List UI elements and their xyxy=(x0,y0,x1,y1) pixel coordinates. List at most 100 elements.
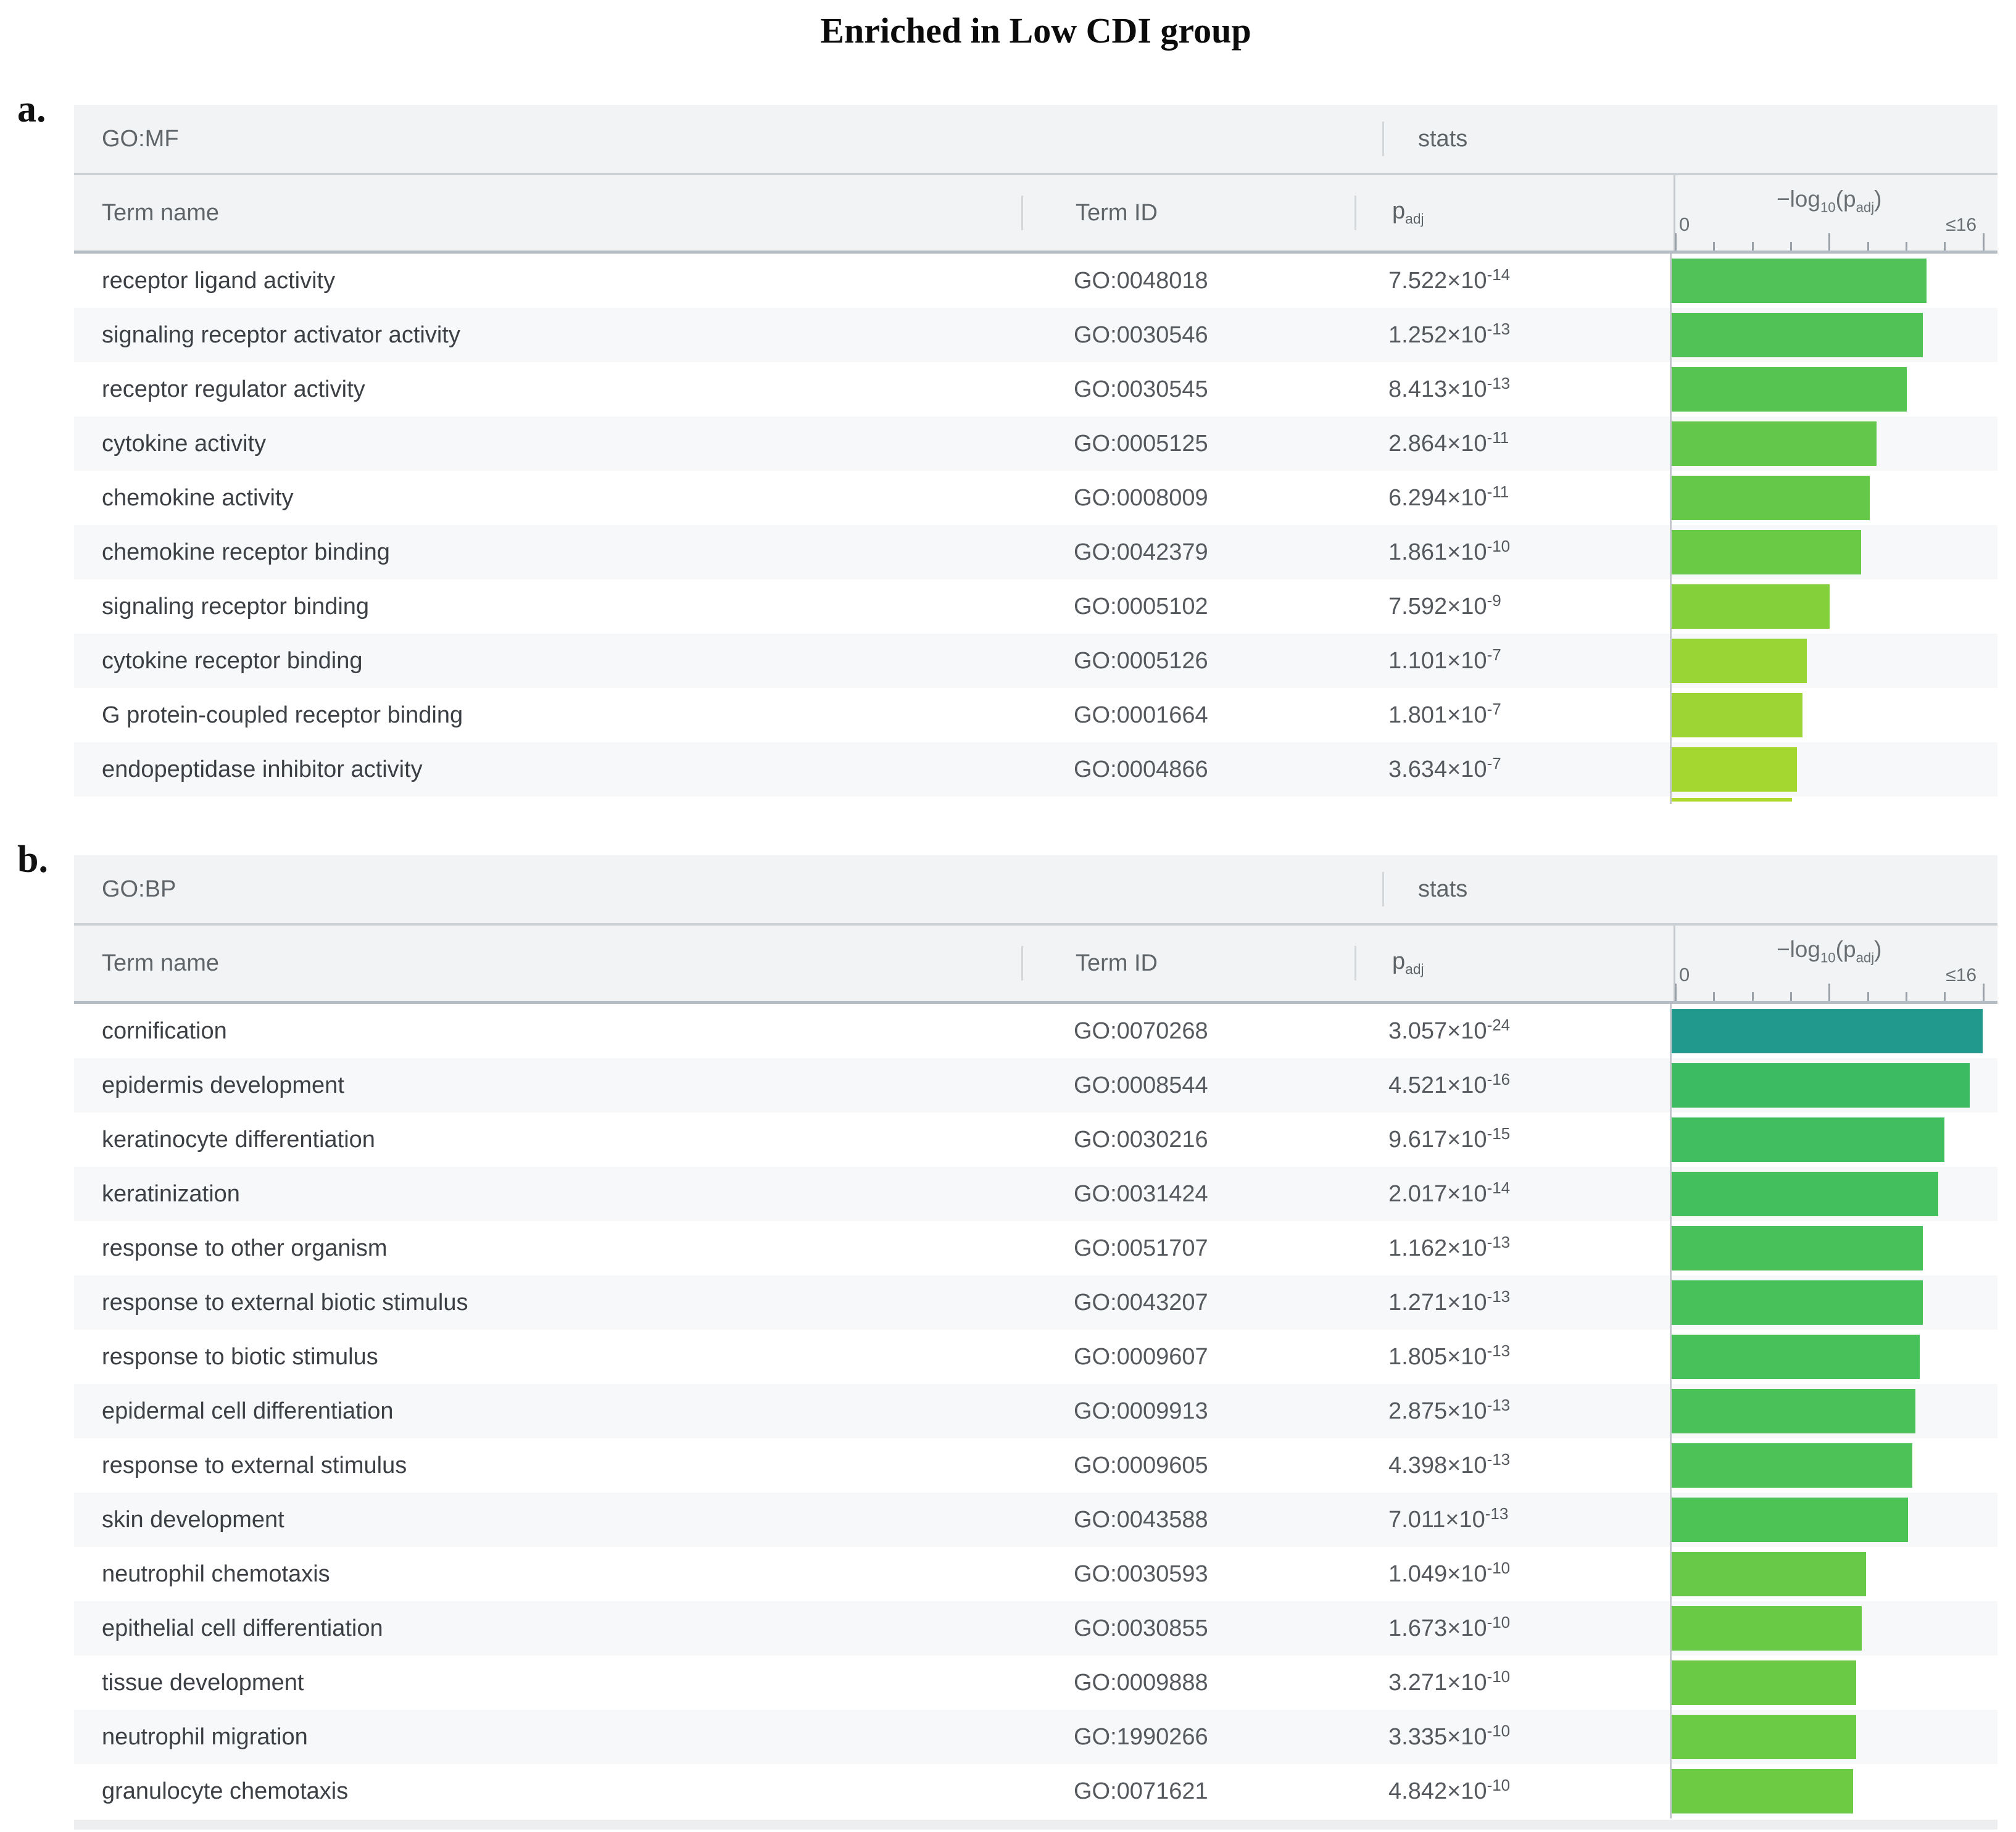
bar-chart-cell xyxy=(1670,1438,1997,1493)
table-row: neutrophil migration GO:1990266 3.335×10-1… xyxy=(74,1710,1997,1764)
table-row: response to external stimulus GO:0009605 4… xyxy=(74,1438,1997,1493)
column-header-term-name: Term name xyxy=(102,199,220,226)
padj-exponent: -14 xyxy=(1487,265,1511,284)
padj-exponent: -13 xyxy=(1487,1341,1511,1360)
padj-exponent: -13 xyxy=(1487,1449,1511,1469)
term-id-cell: GO:0001664 xyxy=(1074,702,1208,728)
padj-value-cell: 4.521×10-16 xyxy=(1388,1069,1511,1098)
axis-tick xyxy=(1675,233,1677,251)
term-name-cell: neutrophil chemotaxis xyxy=(102,1561,330,1587)
column-header-term-id: Term ID xyxy=(1076,950,1158,976)
padj-exponent: -13 xyxy=(1487,1287,1511,1306)
padj-value-cell: 1.805×10-13 xyxy=(1388,1341,1511,1370)
stats-header-cell: stats xyxy=(1382,122,1997,156)
stats-header-cell: stats xyxy=(1382,872,1997,906)
axis-max-label: ≤16 xyxy=(1946,965,1977,985)
axis-tick xyxy=(1867,992,1869,1001)
term-id-cell: GO:0030546 xyxy=(1074,321,1208,348)
padj-exponent: -9 xyxy=(1487,591,1501,610)
term-name-cell: epithelial cell differentiation xyxy=(102,1615,383,1641)
header-divider-line xyxy=(74,923,1997,926)
source-header-band: GO:BP stats xyxy=(74,855,1997,923)
table-row: signaling receptor binding GO:0005102 7.59… xyxy=(74,579,1997,634)
padj-value-cell: 1.049×10-10 xyxy=(1388,1558,1511,1587)
column-divider xyxy=(1354,946,1356,980)
source-header-band: GO:MF stats xyxy=(74,105,1997,173)
padj-exponent: -10 xyxy=(1487,1667,1511,1686)
term-name-cell: skin development xyxy=(102,1506,284,1533)
axis-header-cell: −log10(padj) 0 ≤16 xyxy=(1674,175,1997,251)
axis-tick xyxy=(1944,992,1946,1001)
term-name-cell: granulocyte chemotaxis xyxy=(102,1778,349,1804)
table-row: G protein-coupled receptor binding GO:000… xyxy=(74,688,1997,742)
padj-exponent: -24 xyxy=(1487,1015,1511,1034)
bar-chart-cell xyxy=(1670,1167,1997,1221)
cropped-next-row xyxy=(74,797,1997,804)
table-row: chemokine activity GO:0008009 6.294×10-11 xyxy=(74,471,1997,525)
bar-chart-cell xyxy=(1670,1113,1997,1167)
padj-exponent: -7 xyxy=(1487,699,1501,718)
neg-log10-padj-bar xyxy=(1672,639,1807,683)
neg-log10-padj-bar xyxy=(1672,1280,1923,1325)
header-divider-heavy xyxy=(74,251,1997,254)
go-source-label: GO:BP xyxy=(102,876,176,902)
axis-min-label: 0 xyxy=(1679,213,1690,235)
neg-log10-padj-bar xyxy=(1672,530,1861,574)
term-name-cell: response to external biotic stimulus xyxy=(102,1289,468,1316)
padj-exponent: -10 xyxy=(1487,1612,1511,1631)
term-name-cell: response to biotic stimulus xyxy=(102,1343,378,1370)
bar-chart-cell xyxy=(1670,1710,1997,1764)
column-divider xyxy=(1021,196,1023,230)
bar-chart-cell xyxy=(1670,1764,1997,1818)
neg-log10-padj-bar xyxy=(1672,1498,1908,1542)
padj-exponent: -11 xyxy=(1487,428,1509,447)
term-name-cell: signaling receptor activator activity xyxy=(102,321,460,348)
neg-log10-padj-bar xyxy=(1672,1009,1983,1053)
padj-value-cell: 4.398×10-13 xyxy=(1388,1449,1511,1478)
panel-go-bp: b. GO:BP stats Term name Term ID padj −l… xyxy=(17,839,1997,1830)
bar-chart-cell xyxy=(1670,362,1997,417)
axis-title: −log10(padj) xyxy=(1776,186,1882,215)
padj-value-cell: 3.271×10-10 xyxy=(1388,1667,1511,1696)
neg-log10-padj-bar xyxy=(1672,259,1927,303)
padj-value-cell: 4.842×10-10 xyxy=(1388,1775,1511,1804)
stats-label: stats xyxy=(1418,125,1468,152)
neg-log10-padj-bar xyxy=(1672,1660,1857,1705)
padj-value-cell: 6.294×10-11 xyxy=(1388,482,1509,511)
padj-value-cell: 1.271×10-13 xyxy=(1388,1287,1511,1316)
term-id-cell: GO:0004866 xyxy=(1074,756,1208,782)
bar-chart-cell xyxy=(1670,1493,1997,1547)
panel-go-mf: a. GO:MF stats Term name Term ID padj −l… xyxy=(17,88,1997,804)
neg-log10-padj-bar xyxy=(1672,1443,1912,1488)
term-name-cell: cytokine activity xyxy=(102,430,267,457)
table-row: signaling receptor activator activity GO:… xyxy=(74,308,1997,362)
neg-log10-padj-bar xyxy=(1672,1172,1938,1216)
table-row: epidermal cell differentiation GO:0009913… xyxy=(74,1384,1997,1438)
padj-exponent: -15 xyxy=(1487,1124,1511,1143)
table-body: cornification GO:0070268 3.057×10-24 epider… xyxy=(74,1004,1997,1830)
neg-log10-padj-bar xyxy=(1672,747,1797,792)
term-id-cell: GO:0009607 xyxy=(1074,1343,1208,1370)
bar-chart-cell xyxy=(1670,525,1997,579)
table-row: receptor ligand activity GO:0048018 7.522×… xyxy=(74,254,1997,308)
neg-log10-padj-bar xyxy=(1672,1769,1853,1813)
axis-tick xyxy=(1713,992,1715,1001)
neg-log10-padj-bar xyxy=(1672,584,1830,629)
neg-log10-padj-bar xyxy=(1672,1117,1944,1162)
term-name-cell: chemokine receptor binding xyxy=(102,539,390,565)
bar-chart-cell xyxy=(1670,579,1997,634)
padj-value-cell: 3.335×10-10 xyxy=(1388,1721,1511,1750)
padj-value-cell: 1.801×10-7 xyxy=(1388,699,1501,728)
padj-exponent: -7 xyxy=(1487,645,1501,664)
header-divider-heavy xyxy=(74,1001,1997,1004)
axis-min-label: 0 xyxy=(1679,964,1690,985)
axis-tick xyxy=(1675,984,1677,1001)
padj-value-cell: 7.592×10-9 xyxy=(1388,591,1501,620)
term-id-cell: GO:0031424 xyxy=(1074,1180,1208,1207)
term-name-cell: neutrophil migration xyxy=(102,1723,308,1750)
table-row: receptor regulator activity GO:0030545 8.4… xyxy=(74,362,1997,417)
term-name-cell: response to other organism xyxy=(102,1235,388,1261)
padj-exponent: -11 xyxy=(1487,482,1509,501)
padj-exponent: -10 xyxy=(1487,1775,1511,1794)
